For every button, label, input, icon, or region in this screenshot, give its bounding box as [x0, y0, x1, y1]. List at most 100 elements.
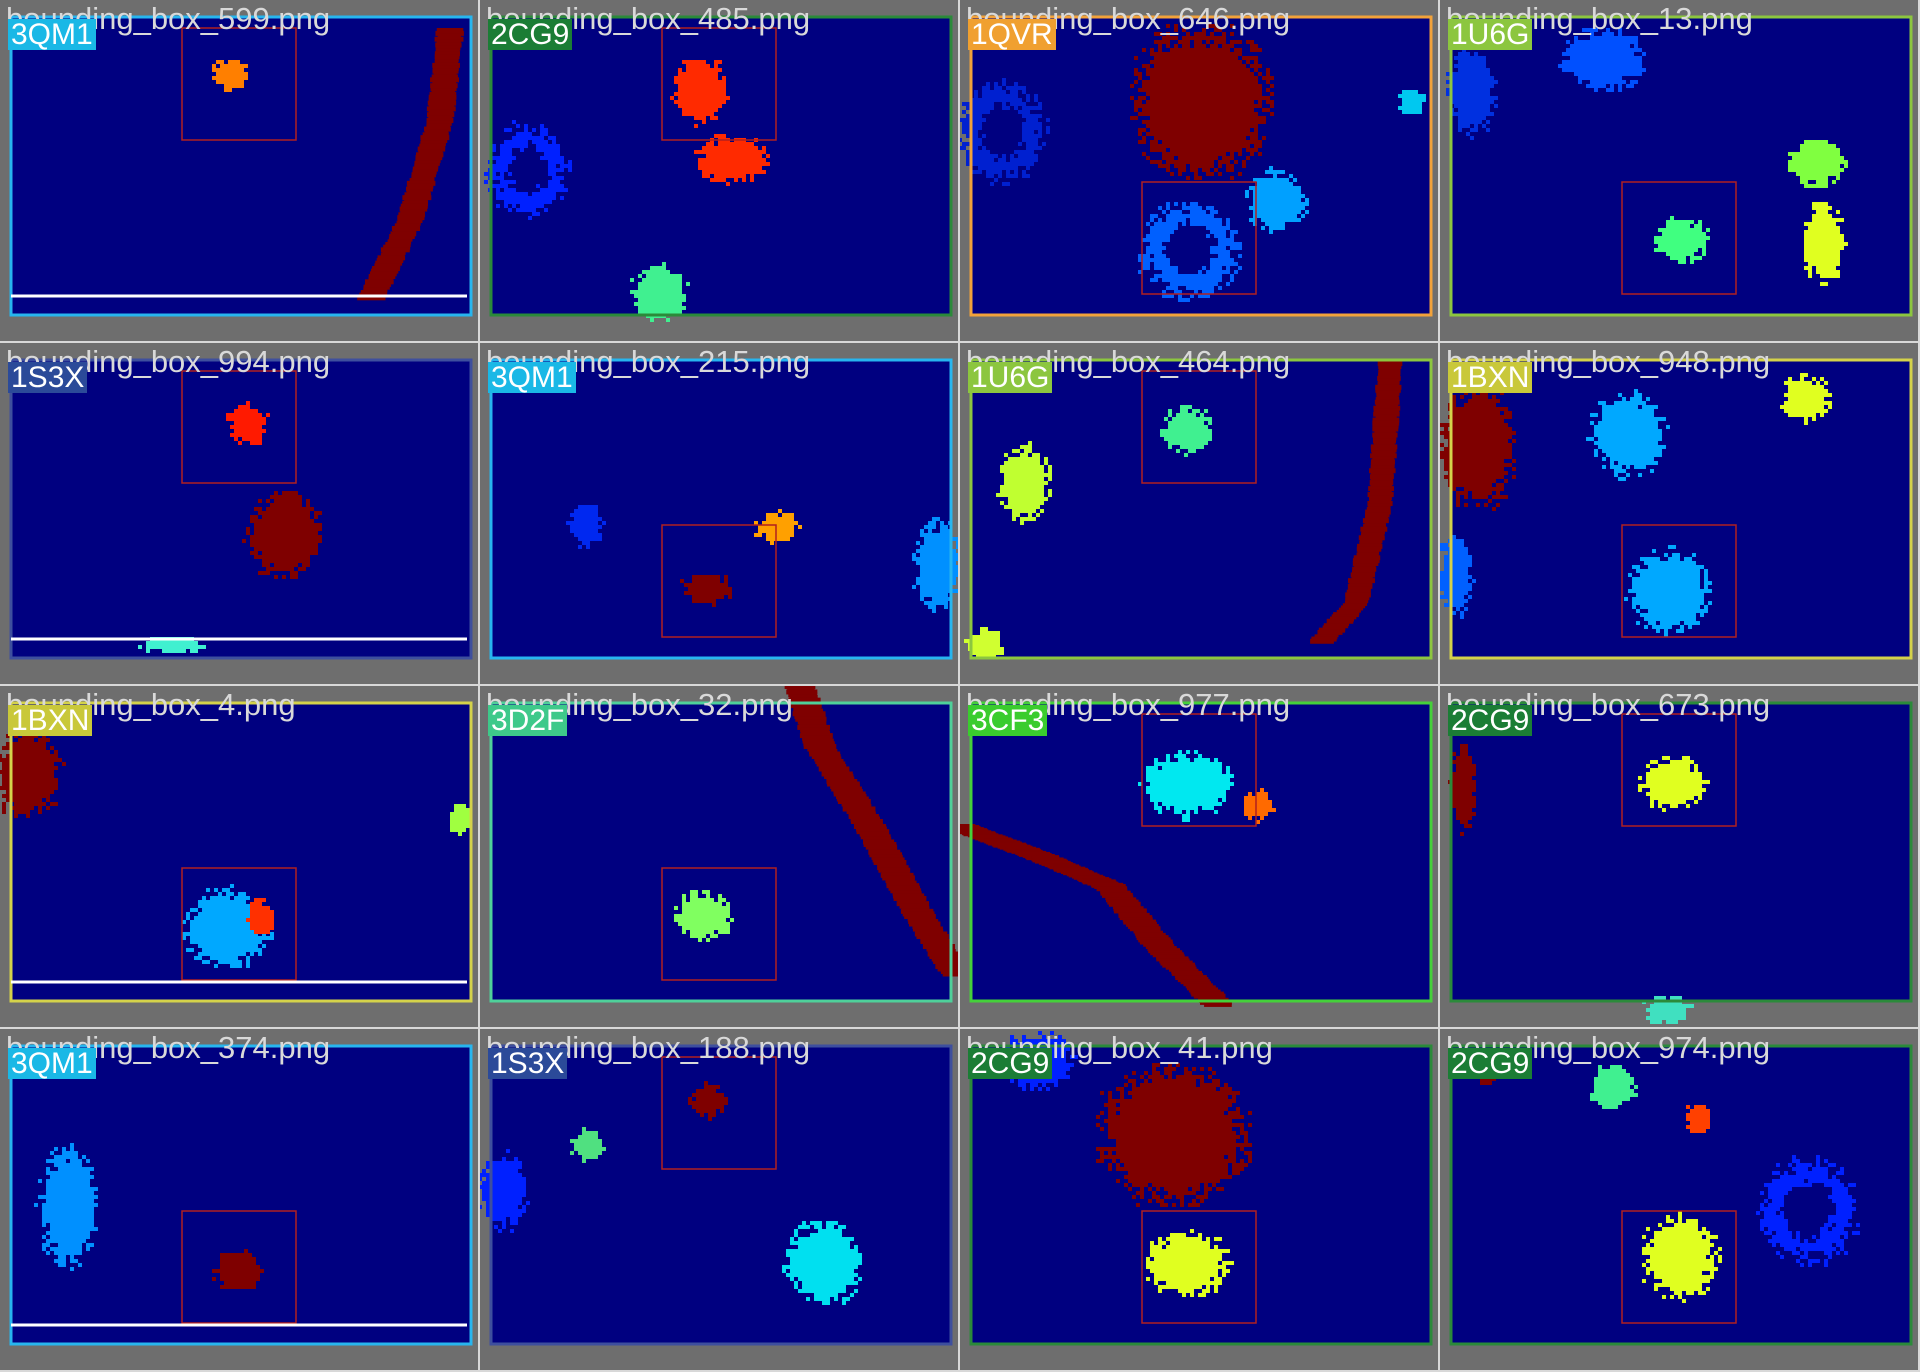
annotation-box: [1621, 1210, 1737, 1324]
tomogram-slice: [9, 15, 473, 317]
particle: [226, 401, 270, 445]
tile: bounding_box_32.png 3D2F: [480, 686, 960, 1029]
tile-frame: [969, 358, 1433, 660]
particle: [182, 884, 274, 968]
tomogram-slice: [1449, 1044, 1913, 1346]
annotation-box: [1621, 181, 1737, 295]
class-tag: 3QM1: [8, 1048, 96, 1079]
tomogram-slice: [9, 1044, 473, 1346]
tile-frame: [489, 701, 953, 1003]
particle: [1804, 202, 1848, 286]
class-tag: 1QVR: [968, 19, 1056, 50]
tile: bounding_box_974.png 2CG9: [1440, 1029, 1920, 1372]
tile: bounding_box_4.png 1BXN: [0, 686, 480, 1029]
particle: [1590, 1065, 1638, 1109]
tile: bounding_box_188.png 1S3X: [480, 1029, 960, 1372]
tile-frame: [969, 1044, 1433, 1346]
particle: [242, 491, 322, 579]
class-tag: 1S3X: [8, 362, 88, 393]
tile-frame: [9, 1044, 473, 1346]
tile: bounding_box_948.png 1BXN: [1440, 343, 1920, 686]
field-background: [10, 702, 472, 1002]
tile: bounding_box_673.png 2CG9: [1440, 686, 1920, 1029]
membrane: [1310, 361, 1403, 644]
tile-frame: [1449, 358, 1913, 660]
tile-frame: [489, 1044, 953, 1346]
particle: [1448, 744, 1476, 836]
particle: [1398, 90, 1426, 114]
particle: [754, 509, 802, 545]
particle: [1586, 389, 1670, 481]
particle: [1788, 140, 1848, 188]
tile: bounding_box_646.png 1QVR: [960, 0, 1440, 343]
tomogram-slice: [1448, 701, 1913, 1024]
field-background: [10, 359, 472, 659]
particle: [670, 60, 730, 128]
particle: [570, 1127, 606, 1163]
field-background: [490, 1045, 952, 1345]
particle: [1130, 24, 1274, 180]
class-tag: 2CG9: [1448, 705, 1533, 736]
particle: [694, 134, 770, 186]
class-tag: 1S3X: [488, 1048, 568, 1079]
annotation-box: [661, 867, 777, 981]
class-tag: 3QM1: [488, 362, 576, 393]
particle: [960, 78, 1050, 186]
tomogram-slice: [489, 358, 958, 660]
tile-frame: [9, 358, 473, 660]
particle: [246, 898, 274, 934]
tile-frame: [489, 15, 953, 317]
tile: bounding_box_485.png 2CG9: [480, 0, 960, 343]
class-tag: 2CG9: [488, 19, 573, 50]
particle: [996, 441, 1052, 525]
particle: [1245, 166, 1309, 234]
particle: [450, 804, 470, 836]
annotation-box: [1141, 370, 1257, 484]
particle: [1624, 545, 1712, 637]
tomogram-slice: [1440, 358, 1913, 660]
tile: bounding_box_41.png 2CG9: [960, 1029, 1440, 1372]
particle: [212, 60, 248, 92]
field-background: [1450, 16, 1912, 316]
tile-frame: [1449, 1044, 1913, 1346]
tile-frame: [489, 358, 953, 660]
particle: [688, 1081, 728, 1121]
annotation-box: [1141, 713, 1257, 827]
tile: bounding_box_374.png 3QM1: [0, 1029, 480, 1372]
particle: [1638, 756, 1710, 812]
particle: [1160, 405, 1212, 457]
particle: [1244, 788, 1276, 824]
particle: [1686, 1105, 1710, 1133]
tile: bounding_box_994.png 1S3X: [0, 343, 480, 686]
annotation-box: [181, 27, 297, 141]
tile: bounding_box_599.png 3QM1: [0, 0, 480, 343]
particle: [1558, 28, 1646, 92]
particle: [1138, 202, 1242, 302]
class-tag: 1BXN: [8, 705, 93, 736]
tile-frame: [969, 701, 1433, 1003]
field-background: [490, 359, 952, 659]
annotation-box: [1141, 1210, 1257, 1324]
particle: [1654, 216, 1710, 264]
annotation-box: [661, 27, 777, 141]
field-background: [10, 16, 472, 316]
class-tag: 2CG9: [968, 1048, 1053, 1079]
tomogram-slice: [960, 701, 1433, 1007]
class-tag: 3CF3: [968, 705, 1048, 736]
tile-frame: [1449, 15, 1913, 317]
tile: bounding_box_977.png 3CF3: [960, 686, 1440, 1029]
tile-frame: [9, 15, 473, 317]
particle: [1642, 1211, 1722, 1303]
annotation-box: [1621, 713, 1737, 827]
tomogram-slice: [9, 358, 473, 660]
tile-frame: [9, 701, 473, 1003]
class-tag: 2CG9: [1448, 1048, 1533, 1079]
field-background: [1450, 702, 1912, 1002]
particle: [1446, 48, 1498, 140]
particle: [212, 1249, 264, 1289]
particle: [782, 1221, 862, 1305]
annotation-box: [181, 1210, 297, 1324]
tomogram-slice: [484, 15, 953, 322]
membrane: [357, 28, 464, 301]
